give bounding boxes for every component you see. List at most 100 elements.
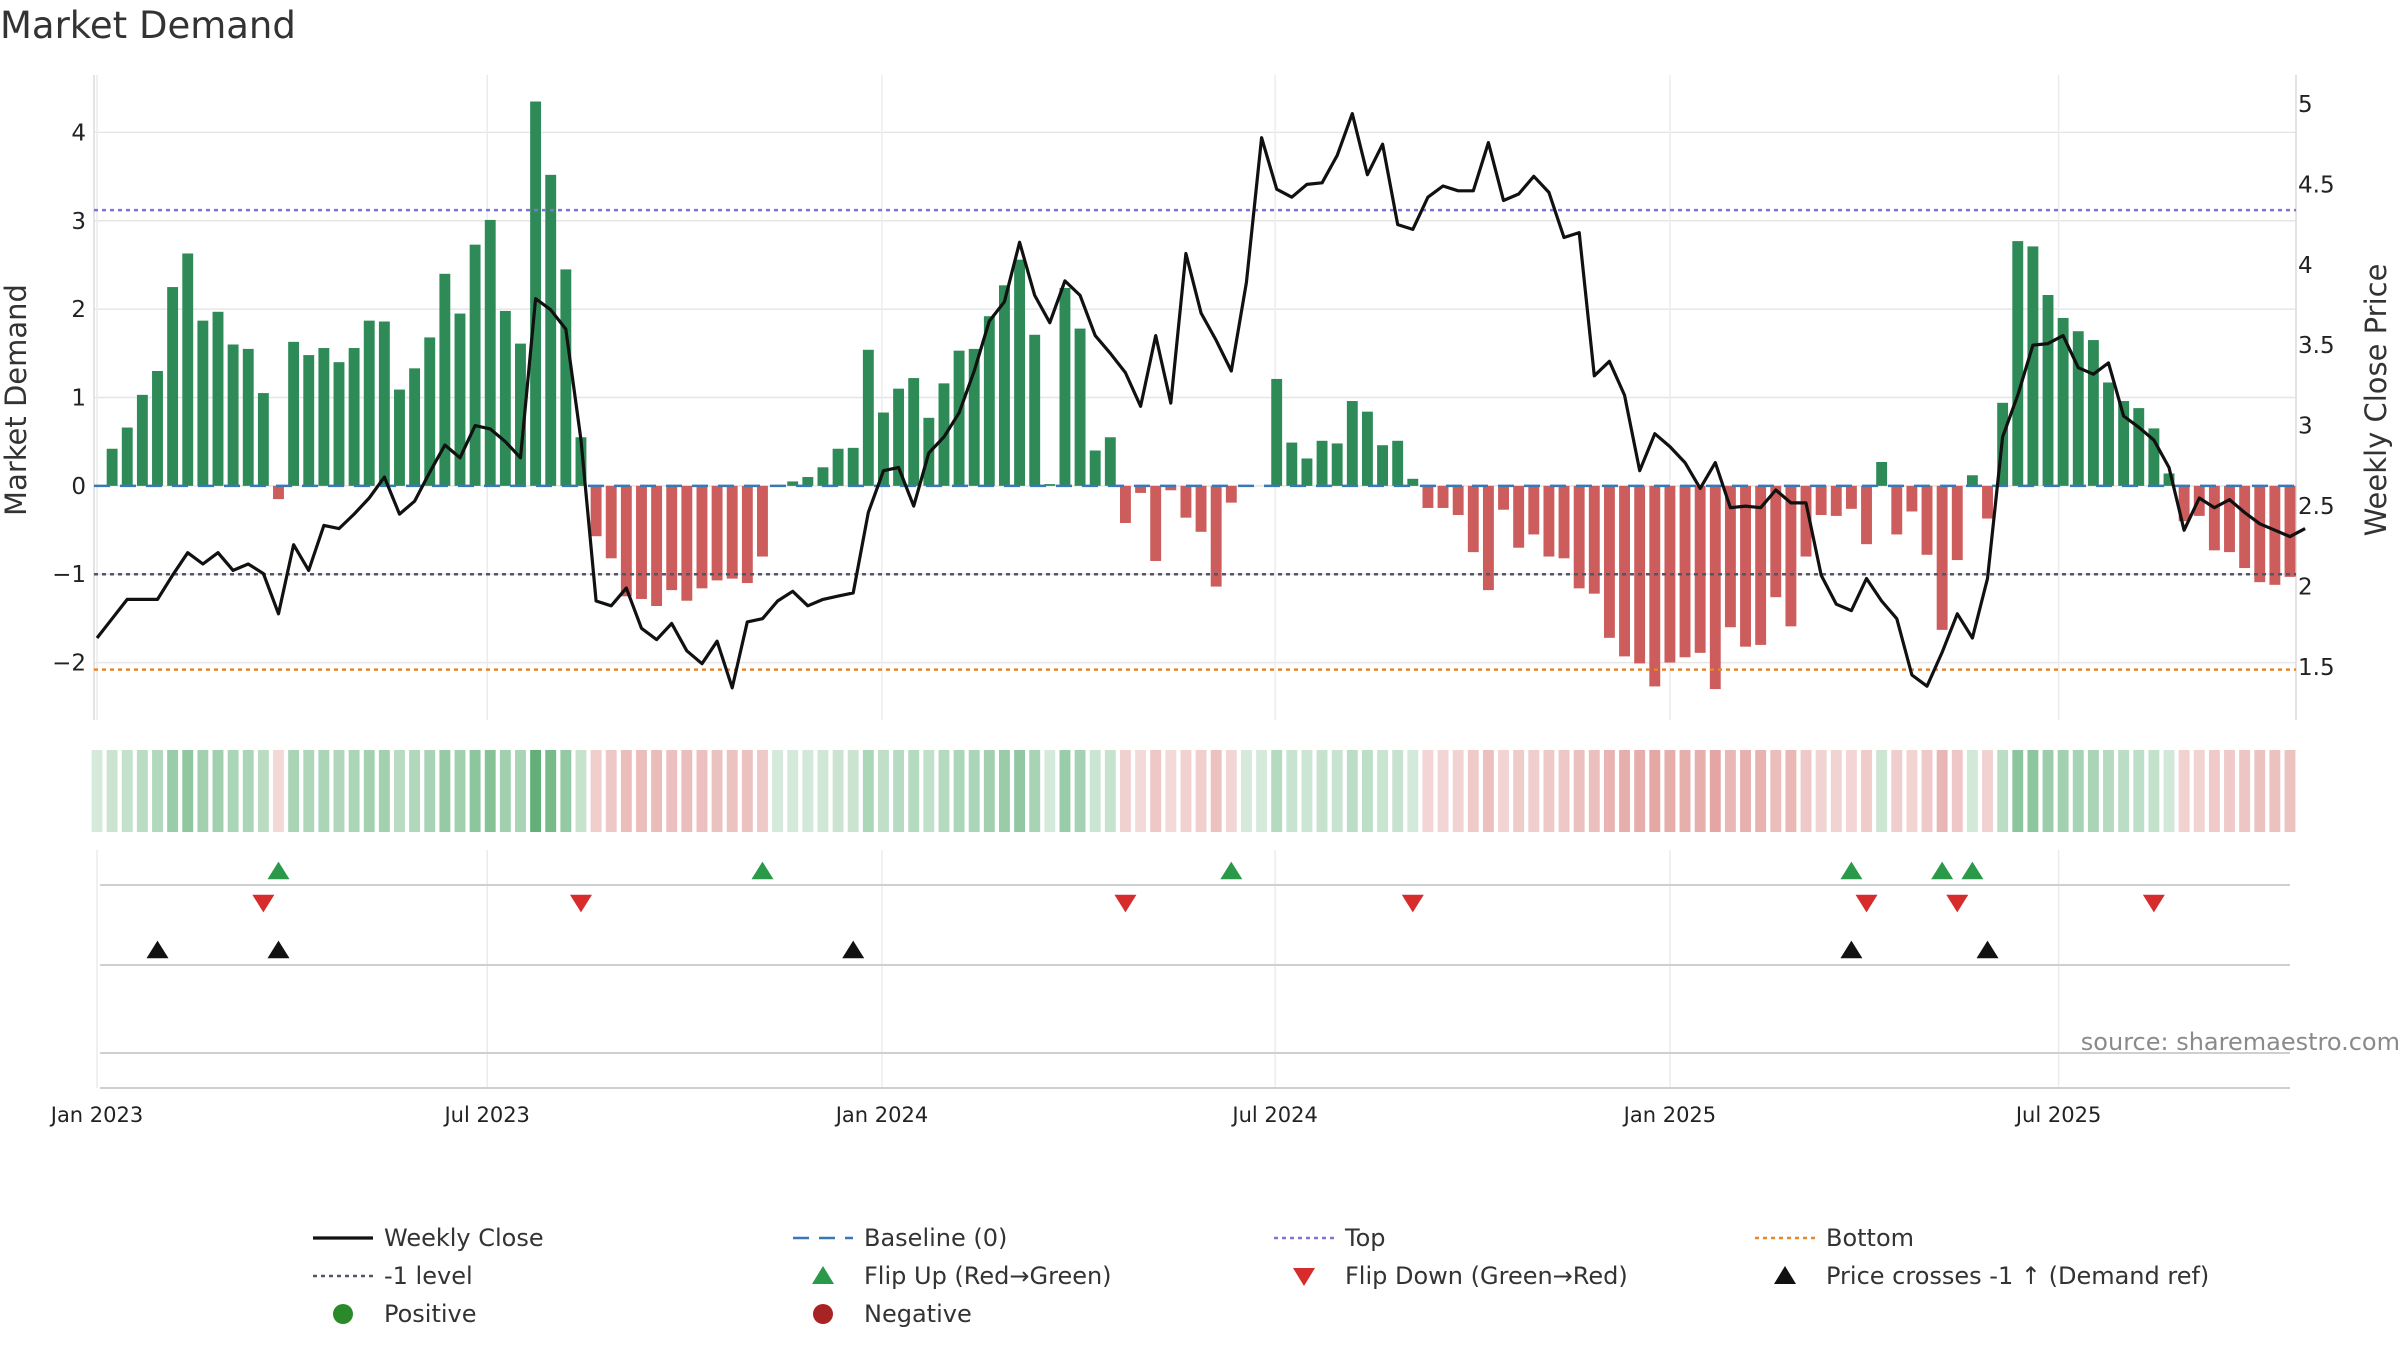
legend-item: Flip Down (Green→Red): [1293, 1262, 1628, 1290]
legend-label: Negative: [864, 1300, 972, 1328]
demand-bar: [2103, 382, 2114, 486]
strip-cell: [605, 750, 617, 832]
demand-bar: [953, 350, 965, 486]
strip-cell: [1044, 750, 1056, 832]
strip-cell: [152, 750, 163, 832]
strip-cell: [2163, 750, 2175, 832]
demand-bar: [832, 448, 844, 486]
strip-cell: [2087, 750, 2099, 832]
demand-bar: [1407, 478, 1419, 486]
demand-bar: [1603, 485, 1615, 638]
strip-cell: [817, 750, 829, 832]
demand-bar: [1346, 401, 1358, 486]
flip-down-marker: [569, 894, 592, 913]
strip-cell: [121, 750, 133, 832]
x-tick-label: Jan 2023: [49, 1103, 144, 1127]
demand-bar: [1619, 485, 1630, 657]
legend-item: Baseline (0): [793, 1224, 1007, 1252]
demand-bar: [1165, 485, 1177, 491]
demand-bar: [651, 485, 663, 607]
demand-bar: [802, 477, 814, 486]
strip-cell: [938, 750, 950, 832]
strip-cell: [1755, 750, 1767, 832]
strip-cell: [1089, 750, 1101, 832]
demand-bar: [2148, 428, 2160, 486]
strip-cell: [242, 750, 254, 832]
demand-bar: [2057, 317, 2069, 486]
grid-layer: [93, 75, 2297, 1089]
strip-cell: [1558, 750, 1570, 832]
demand-bar: [968, 348, 980, 486]
strip-cell: [2057, 750, 2069, 832]
strip-cell: [1225, 750, 1237, 832]
demand-bar: [1785, 485, 1797, 627]
strip-cell: [711, 750, 723, 832]
demand-bar: [666, 485, 678, 591]
strip-cell: [802, 750, 814, 832]
demand-bar: [999, 285, 1010, 486]
y-tick-label: 0: [71, 474, 86, 500]
demand-bar: [348, 348, 360, 486]
x-tick-label: Jul 2023: [442, 1103, 529, 1127]
demand-bar: [817, 467, 829, 486]
strip-cell: [1165, 750, 1177, 832]
demand-bar: [318, 348, 330, 486]
strip-cell: [545, 750, 557, 832]
strip-cell: [1800, 750, 1812, 832]
demand-bar: [1301, 458, 1313, 486]
demand-bar: [1588, 485, 1600, 594]
strip-cell: [1951, 750, 1963, 832]
flip-up-marker: [1840, 861, 1863, 880]
strip-cell: [923, 750, 935, 832]
demand-bar: [787, 481, 799, 486]
demand-bar: [862, 349, 874, 486]
y2-axis-label: Weekly Close Price: [2359, 264, 2393, 537]
y2-tick-label: 2.5: [2298, 494, 2335, 520]
demand-bar: [545, 174, 557, 486]
price-cross-marker: [842, 940, 865, 959]
demand-bar: [1467, 485, 1479, 553]
demand-bar: [515, 343, 526, 486]
strip-cell: [136, 750, 148, 832]
strip-cell: [726, 750, 738, 832]
strip-cell: [318, 750, 330, 832]
demand-bar: [2042, 295, 2054, 486]
strip-cell: [1603, 750, 1615, 832]
reference-lines: [94, 208, 2296, 671]
price-cross-marker: [267, 940, 290, 959]
strip-cell: [303, 750, 315, 832]
strip-cell: [560, 750, 572, 832]
strip-cell: [1180, 750, 1192, 832]
strip-cell: [333, 750, 345, 832]
flip-down-marker: [1114, 894, 1137, 913]
flip-up-marker: [751, 861, 774, 880]
demand-bar: [1876, 462, 1888, 486]
strip-cell: [1029, 750, 1041, 832]
strip-cell: [2072, 750, 2084, 832]
strip-cell: [2118, 750, 2130, 832]
flip-up-marker: [1931, 861, 1954, 880]
demand-bar: [499, 310, 511, 486]
strip-cell: [1649, 750, 1661, 832]
demand-bar: [575, 437, 587, 486]
strip-cell: [2193, 750, 2205, 832]
demand-bar: [711, 485, 723, 581]
strip-cell: [1482, 750, 1494, 832]
strip-cell: [636, 750, 647, 832]
strip-cell: [1997, 750, 2009, 832]
y2-tick-label: 2: [2298, 574, 2313, 600]
strip-cell: [968, 750, 980, 832]
strip-cell: [1392, 750, 1404, 832]
demand-bar: [1755, 485, 1767, 645]
demand-bar: [1951, 485, 1963, 561]
strip-cell: [1694, 750, 1706, 832]
strip-cell: [1528, 750, 1540, 832]
strip-cell: [757, 750, 768, 832]
demand-bar: [878, 412, 889, 486]
demand-bar: [757, 485, 768, 557]
demand-bar: [1014, 259, 1026, 486]
demand-bar: [469, 244, 481, 486]
demand-bar: [1664, 485, 1676, 663]
flip-up-marker: [1220, 861, 1243, 880]
y-tick-label: −2: [52, 651, 86, 677]
